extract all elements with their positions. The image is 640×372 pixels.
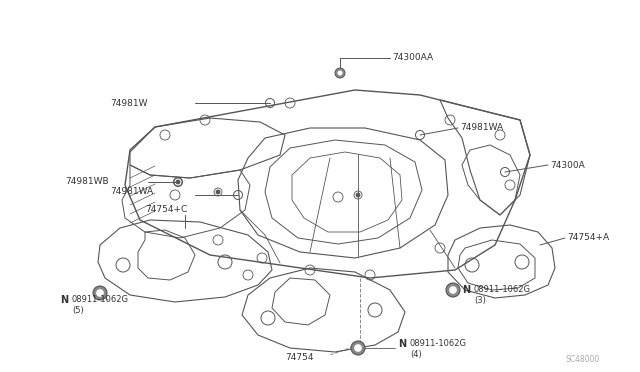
Text: N: N (462, 285, 470, 295)
Text: 74754+C: 74754+C (145, 205, 188, 215)
Text: 08911-1062G: 08911-1062G (72, 295, 129, 305)
Text: 74981WB: 74981WB (65, 177, 109, 186)
Circle shape (354, 344, 362, 352)
Circle shape (335, 68, 345, 78)
Circle shape (96, 289, 104, 297)
Text: SC48000: SC48000 (566, 356, 600, 365)
Text: 74981WA: 74981WA (460, 124, 503, 132)
Text: 74981WA: 74981WA (110, 187, 153, 196)
Text: 08911-1062G: 08911-1062G (410, 340, 467, 349)
Circle shape (93, 286, 107, 300)
Circle shape (446, 283, 460, 297)
Circle shape (449, 286, 457, 294)
Circle shape (216, 190, 220, 194)
Text: 74300AA: 74300AA (392, 54, 433, 62)
Text: 74754: 74754 (285, 353, 314, 362)
Text: N: N (398, 339, 406, 349)
Text: N: N (60, 295, 68, 305)
Text: 74981W: 74981W (110, 99, 147, 108)
Circle shape (351, 341, 365, 355)
Circle shape (356, 193, 360, 197)
Text: 74300A: 74300A (550, 160, 585, 170)
Circle shape (337, 71, 342, 76)
Text: (4): (4) (410, 350, 422, 359)
Text: (3): (3) (474, 295, 486, 305)
Circle shape (176, 180, 180, 184)
Text: 74754+A: 74754+A (567, 234, 609, 243)
Text: (5): (5) (72, 307, 84, 315)
Text: 08911-1062G: 08911-1062G (474, 285, 531, 295)
